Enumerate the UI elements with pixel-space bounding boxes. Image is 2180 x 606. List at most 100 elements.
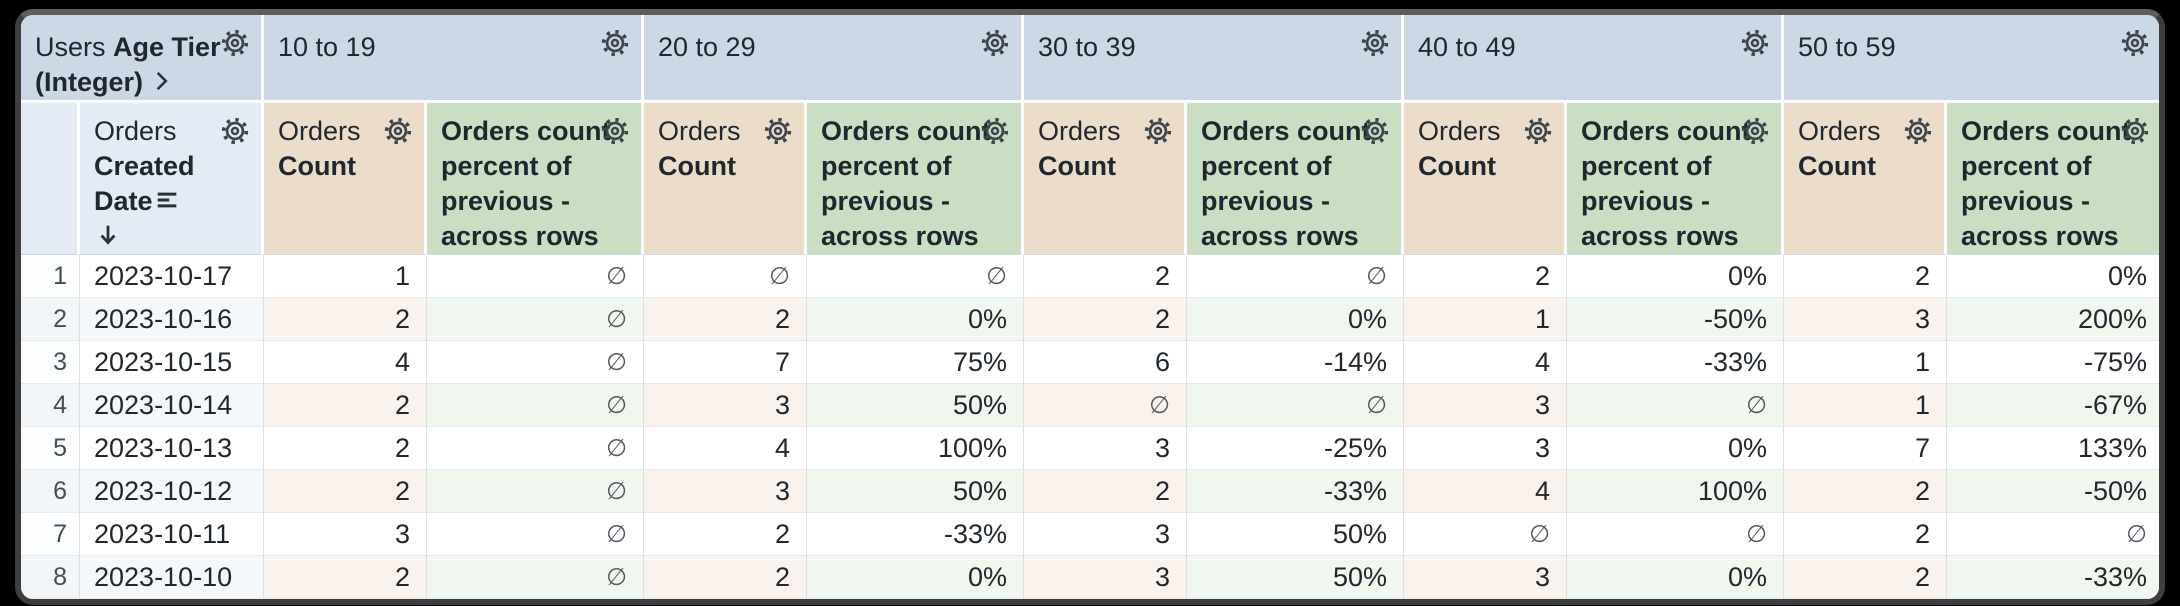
- pct-value-cell[interactable]: ∅: [1567, 513, 1784, 556]
- count-value-cell[interactable]: ∅: [644, 255, 807, 298]
- count-value-cell[interactable]: 2: [264, 384, 427, 427]
- pct-value-cell[interactable]: -50%: [1567, 298, 1784, 341]
- pct-column-header[interactable]: Orders count percent of previous - acros…: [1187, 103, 1404, 255]
- date-cell[interactable]: 2023-10-12: [80, 470, 264, 513]
- pct-value-cell[interactable]: -33%: [1187, 470, 1404, 513]
- pct-column-header[interactable]: Orders count percent of previous - acros…: [427, 103, 644, 255]
- gear-icon[interactable]: [2118, 114, 2152, 148]
- pivot-column-header[interactable]: 10 to 19: [264, 15, 644, 103]
- gear-icon[interactable]: [978, 114, 1012, 148]
- pct-value-cell[interactable]: 0%: [1567, 255, 1784, 298]
- pct-value-cell[interactable]: ∅: [427, 298, 644, 341]
- gear-icon[interactable]: [761, 114, 795, 148]
- gear-icon[interactable]: [1358, 114, 1392, 148]
- count-value-cell[interactable]: 2: [264, 470, 427, 513]
- count-value-cell[interactable]: 3: [1784, 298, 1947, 341]
- count-value-cell[interactable]: 3: [264, 513, 427, 556]
- count-value-cell[interactable]: 4: [1404, 341, 1567, 384]
- count-value-cell[interactable]: 2: [264, 298, 427, 341]
- count-column-header[interactable]: Orders Count: [1784, 103, 1947, 255]
- count-column-header[interactable]: Orders Count: [1024, 103, 1187, 255]
- count-value-cell[interactable]: 3: [1024, 427, 1187, 470]
- count-value-cell[interactable]: ∅: [1404, 513, 1567, 556]
- count-value-cell[interactable]: ∅: [1024, 384, 1187, 427]
- pct-value-cell[interactable]: ∅: [427, 556, 644, 599]
- count-value-cell[interactable]: 3: [1024, 556, 1187, 599]
- gear-icon[interactable]: [1358, 26, 1392, 60]
- count-value-cell[interactable]: 2: [1784, 513, 1947, 556]
- count-value-cell[interactable]: 4: [1404, 470, 1567, 513]
- pct-value-cell[interactable]: 0%: [1567, 427, 1784, 470]
- gear-icon[interactable]: [598, 114, 632, 148]
- gear-icon[interactable]: [1141, 114, 1175, 148]
- pct-value-cell[interactable]: ∅: [1187, 255, 1404, 298]
- pct-value-cell[interactable]: -33%: [807, 513, 1024, 556]
- chevron-right-icon[interactable]: [149, 68, 175, 94]
- gear-icon[interactable]: [1738, 26, 1772, 60]
- date-cell[interactable]: 2023-10-13: [80, 427, 264, 470]
- count-value-cell[interactable]: 2: [644, 513, 807, 556]
- count-value-cell[interactable]: 3: [644, 470, 807, 513]
- pct-value-cell[interactable]: 200%: [1947, 298, 2159, 341]
- pct-value-cell[interactable]: ∅: [1567, 384, 1784, 427]
- count-value-cell[interactable]: 2: [644, 298, 807, 341]
- pct-value-cell[interactable]: -14%: [1187, 341, 1404, 384]
- count-value-cell[interactable]: 1: [264, 255, 427, 298]
- pct-value-cell[interactable]: ∅: [427, 513, 644, 556]
- date-cell[interactable]: 2023-10-10: [80, 556, 264, 599]
- count-value-cell[interactable]: 4: [264, 341, 427, 384]
- pct-value-cell[interactable]: -50%: [1947, 470, 2159, 513]
- count-value-cell[interactable]: 2: [264, 427, 427, 470]
- pct-value-cell[interactable]: ∅: [1947, 513, 2159, 556]
- count-value-cell[interactable]: 2: [1404, 255, 1567, 298]
- date-cell[interactable]: 2023-10-14: [80, 384, 264, 427]
- gear-icon[interactable]: [1901, 114, 1935, 148]
- count-value-cell[interactable]: 3: [644, 384, 807, 427]
- count-value-cell[interactable]: 2: [1784, 556, 1947, 599]
- pct-value-cell[interactable]: -75%: [1947, 341, 2159, 384]
- pct-value-cell[interactable]: 50%: [1187, 513, 1404, 556]
- pct-value-cell[interactable]: -67%: [1947, 384, 2159, 427]
- pct-column-header[interactable]: Orders count percent of previous - acros…: [807, 103, 1024, 255]
- pct-value-cell[interactable]: 75%: [807, 341, 1024, 384]
- count-value-cell[interactable]: 1: [1784, 384, 1947, 427]
- count-column-header[interactable]: Orders Count: [644, 103, 807, 255]
- pct-value-cell[interactable]: ∅: [427, 427, 644, 470]
- date-cell[interactable]: 2023-10-11: [80, 513, 264, 556]
- count-value-cell[interactable]: 4: [644, 427, 807, 470]
- gear-icon[interactable]: [218, 26, 252, 60]
- gear-icon[interactable]: [978, 26, 1012, 60]
- pct-value-cell[interactable]: -25%: [1187, 427, 1404, 470]
- count-value-cell[interactable]: 1: [1784, 341, 1947, 384]
- count-value-cell[interactable]: 3: [1404, 556, 1567, 599]
- pivot-column-header[interactable]: 20 to 29: [644, 15, 1024, 103]
- date-cell[interactable]: 2023-10-16: [80, 298, 264, 341]
- pct-value-cell[interactable]: 50%: [807, 470, 1024, 513]
- count-value-cell[interactable]: 1: [1404, 298, 1567, 341]
- gear-icon[interactable]: [1738, 114, 1772, 148]
- gear-icon[interactable]: [2118, 26, 2152, 60]
- count-value-cell[interactable]: 2: [1784, 470, 1947, 513]
- count-column-header[interactable]: Orders Count: [264, 103, 427, 255]
- count-value-cell[interactable]: 2: [1024, 255, 1187, 298]
- pct-value-cell[interactable]: ∅: [807, 255, 1024, 298]
- pivot-column-header[interactable]: 50 to 59: [1784, 15, 2159, 103]
- count-value-cell[interactable]: 2: [1024, 298, 1187, 341]
- pct-value-cell[interactable]: ∅: [427, 384, 644, 427]
- pct-value-cell[interactable]: 50%: [1187, 556, 1404, 599]
- pct-value-cell[interactable]: 100%: [1567, 470, 1784, 513]
- date-column-header[interactable]: Orders Created Date: [80, 103, 264, 255]
- gear-icon[interactable]: [218, 114, 252, 148]
- pct-value-cell[interactable]: ∅: [427, 255, 644, 298]
- pct-value-cell[interactable]: 0%: [1187, 298, 1404, 341]
- pct-value-cell[interactable]: -33%: [1567, 341, 1784, 384]
- pivot-column-header[interactable]: 30 to 39: [1024, 15, 1404, 103]
- pct-value-cell[interactable]: 0%: [807, 298, 1024, 341]
- pct-value-cell[interactable]: 0%: [1567, 556, 1784, 599]
- count-value-cell[interactable]: 3: [1404, 427, 1567, 470]
- count-column-header[interactable]: Orders Count: [1404, 103, 1567, 255]
- count-value-cell[interactable]: 2: [644, 556, 807, 599]
- pct-value-cell[interactable]: 133%: [1947, 427, 2159, 470]
- pct-value-cell[interactable]: -33%: [1947, 556, 2159, 599]
- count-value-cell[interactable]: 7: [644, 341, 807, 384]
